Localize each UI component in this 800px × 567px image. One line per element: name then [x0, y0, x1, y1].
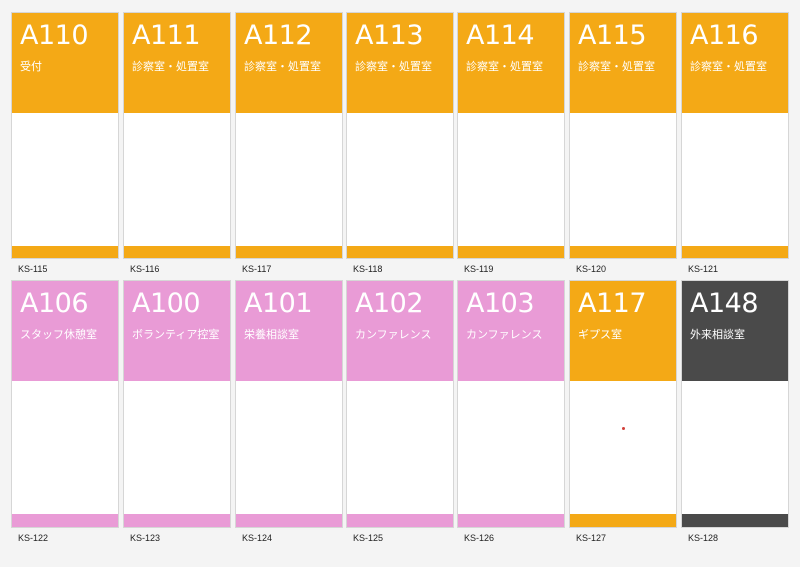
sign-header: A101 栄養相談室	[236, 281, 342, 381]
sign-footer-bar	[458, 246, 564, 258]
room-number: A112	[244, 20, 313, 51]
sign-footer-bar	[347, 514, 453, 527]
room-number: A113	[355, 20, 424, 51]
sign-header: A103 カンファレンス	[458, 281, 564, 381]
sign-header: A115 診察室・処置室	[570, 13, 676, 113]
sign-footer-bar	[458, 514, 564, 527]
sign-footer-bar	[124, 514, 230, 527]
room-sign-card: A116 診察室・処置室	[681, 12, 789, 259]
room-label: 診察室・処置室	[132, 60, 209, 73]
room-sign-card: A113 診察室・処置室	[346, 12, 454, 259]
product-code: KS-119	[464, 264, 494, 274]
sign-header: A106 スタッフ休憩室	[12, 281, 118, 381]
room-number: A101	[244, 288, 313, 319]
sign-footer-bar	[236, 514, 342, 527]
product-code: KS-116	[130, 264, 160, 274]
sign-footer-bar	[682, 246, 788, 258]
product-code: KS-115	[18, 264, 48, 274]
room-label: スタッフ休憩室	[20, 328, 97, 341]
room-sign-card: A100 ボランティア控室	[123, 280, 231, 528]
room-number: A111	[132, 20, 201, 51]
room-label: 診察室・処置室	[578, 60, 655, 73]
room-sign-card: A106 スタッフ休憩室	[11, 280, 119, 528]
room-number: A115	[578, 20, 647, 51]
product-code: KS-121	[688, 264, 719, 274]
sign-header: A112 診察室・処置室	[236, 13, 342, 113]
room-label: 診察室・処置室	[244, 60, 321, 73]
stray-ink-dot	[622, 427, 625, 430]
sign-header: A100 ボランティア控室	[124, 281, 230, 381]
room-label: 栄養相談室	[244, 328, 299, 341]
room-sign-card: A111 診察室・処置室	[123, 12, 231, 259]
sign-header: A117 ギプス室	[570, 281, 676, 381]
sign-footer-bar	[570, 246, 676, 258]
product-code: KS-128	[688, 533, 719, 543]
product-code: KS-123	[130, 533, 161, 543]
room-sign-card: A102 カンファレンス	[346, 280, 454, 528]
product-code: KS-125	[353, 533, 384, 543]
room-sign-card: A101 栄養相談室	[235, 280, 343, 528]
room-number: A117	[578, 288, 647, 319]
room-label: カンファレンス	[355, 328, 432, 341]
room-number: A110	[20, 20, 89, 51]
room-label: 診察室・処置室	[355, 60, 432, 73]
sign-header: A110 受付	[12, 13, 118, 113]
room-sign-card: A148 外来相談室	[681, 280, 789, 528]
room-sign-card: A115 診察室・処置室	[569, 12, 677, 259]
product-code: KS-122	[18, 533, 49, 543]
room-label: 外来相談室	[690, 328, 745, 341]
sign-header: A111 診察室・処置室	[124, 13, 230, 113]
room-label: 受付	[20, 60, 42, 73]
room-sign-card: A114 診察室・処置室	[457, 12, 565, 259]
sign-footer-bar	[347, 246, 453, 258]
sign-footer-bar	[570, 514, 676, 527]
room-number: A106	[20, 288, 89, 319]
sign-header: A102 カンファレンス	[347, 281, 453, 381]
room-label: カンファレンス	[466, 328, 543, 341]
room-number: A148	[690, 288, 759, 319]
room-number: A114	[466, 20, 535, 51]
room-sign-card: A110 受付	[11, 12, 119, 259]
sign-footer-bar	[12, 246, 118, 258]
room-sign-card: A112 診察室・処置室	[235, 12, 343, 259]
product-code: KS-117	[242, 264, 272, 274]
sign-footer-bar	[12, 514, 118, 527]
product-code: KS-124	[242, 533, 273, 543]
room-label: 診察室・処置室	[466, 60, 543, 73]
sign-header: A116 診察室・処置室	[682, 13, 788, 113]
product-code: KS-127	[576, 533, 607, 543]
room-number: A103	[466, 288, 535, 319]
sign-header: A114 診察室・処置室	[458, 13, 564, 113]
product-code: KS-126	[464, 533, 495, 543]
sign-footer-bar	[124, 246, 230, 258]
room-sign-card: A103 カンファレンス	[457, 280, 565, 528]
room-number: A100	[132, 288, 201, 319]
sign-header: A113 診察室・処置室	[347, 13, 453, 113]
room-number: A102	[355, 288, 424, 319]
room-label: 診察室・処置室	[690, 60, 767, 73]
room-label: ギプス室	[578, 328, 622, 341]
product-code: KS-120	[576, 264, 607, 274]
product-code: KS-118	[353, 264, 383, 274]
sign-header: A148 外来相談室	[682, 281, 788, 381]
sign-footer-bar	[682, 514, 788, 527]
room-number: A116	[690, 20, 759, 51]
room-sign-card: A117 ギプス室	[569, 280, 677, 528]
sign-footer-bar	[236, 246, 342, 258]
room-label: ボランティア控室	[132, 328, 220, 341]
